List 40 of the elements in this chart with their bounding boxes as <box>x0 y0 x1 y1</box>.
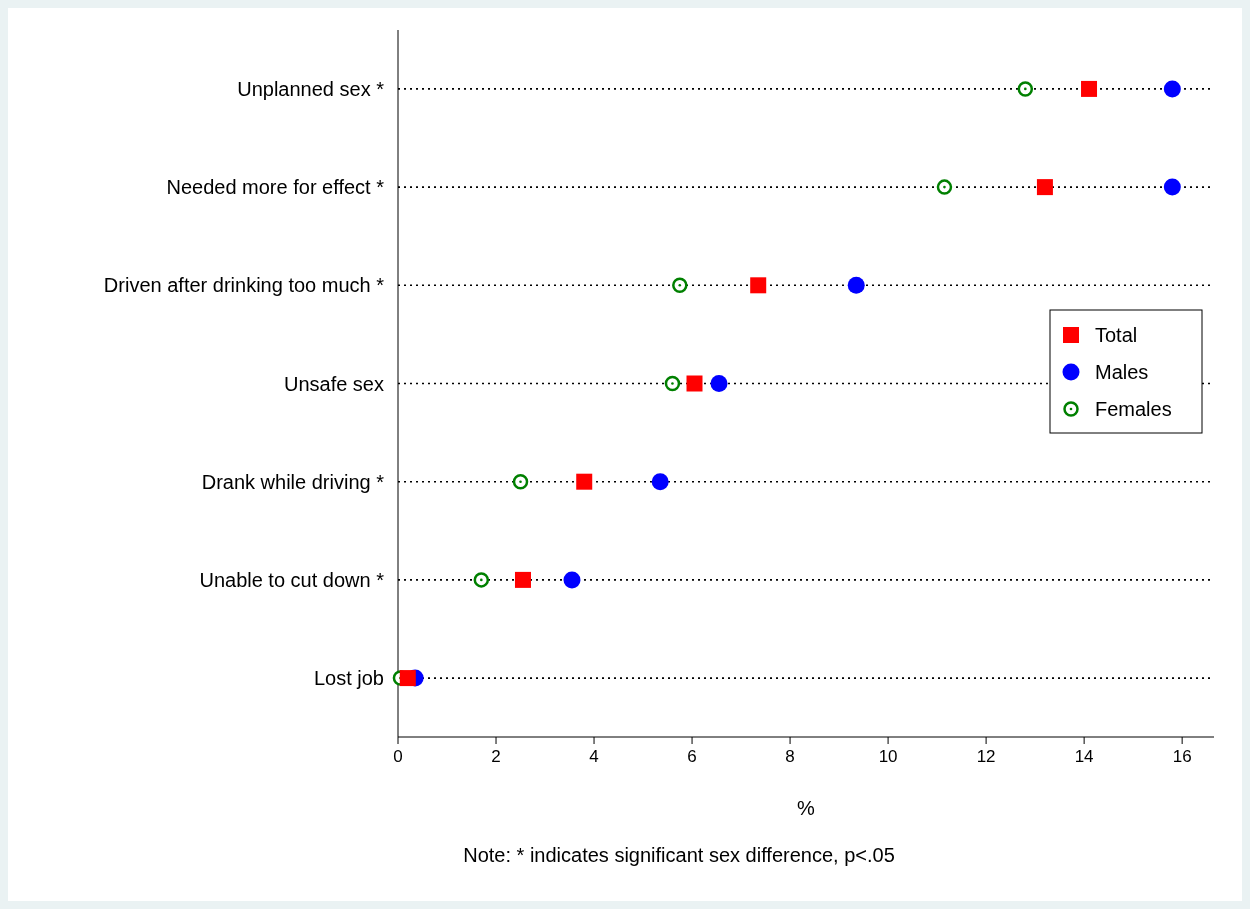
point <box>512 473 529 490</box>
x-tick-label: 14 <box>1074 747 1094 766</box>
point <box>936 179 953 195</box>
point <box>473 572 490 588</box>
point <box>576 473 593 490</box>
point <box>514 571 531 588</box>
x-tick-label: 12 <box>976 747 996 766</box>
x-tick-label: 0 <box>393 747 403 766</box>
x-tick-label: 16 <box>1172 747 1192 766</box>
x-tick-label: 8 <box>785 747 795 766</box>
y-tick-label: Drank while driving * <box>201 470 385 493</box>
point <box>1017 81 1034 97</box>
point <box>651 473 669 491</box>
point <box>1163 80 1181 98</box>
y-tick-label: Needed more for effect * <box>166 176 385 199</box>
legend-label: Total <box>1095 324 1138 346</box>
x-tick-label: 10 <box>878 747 898 766</box>
point <box>686 375 703 392</box>
legend-label: Females <box>1095 398 1172 420</box>
x-axis-title: % <box>797 797 816 819</box>
point <box>664 375 681 392</box>
x-tick-label: 2 <box>491 747 501 766</box>
x-tick-label: 6 <box>687 747 697 766</box>
y-tick-label: Unable to cut down * <box>199 568 385 591</box>
point <box>750 277 767 294</box>
point <box>1163 178 1181 196</box>
point <box>563 571 581 589</box>
point <box>1081 80 1098 97</box>
y-tick-label: Driven after drinking too much * <box>103 274 385 297</box>
text: Note: * indicates significant sex difference, p<.05 <box>463 844 895 866</box>
legend-label: Males <box>1095 361 1149 383</box>
y-tick-label: Unplanned sex * <box>237 77 385 100</box>
point <box>847 276 865 294</box>
y-tick-label: Unsafe sex <box>283 372 384 395</box>
point <box>1036 179 1053 196</box>
point <box>672 277 688 294</box>
point <box>399 670 416 687</box>
x-tick-label: 4 <box>589 747 599 766</box>
point <box>710 375 728 392</box>
y-tick-label: Lost job <box>313 667 384 690</box>
